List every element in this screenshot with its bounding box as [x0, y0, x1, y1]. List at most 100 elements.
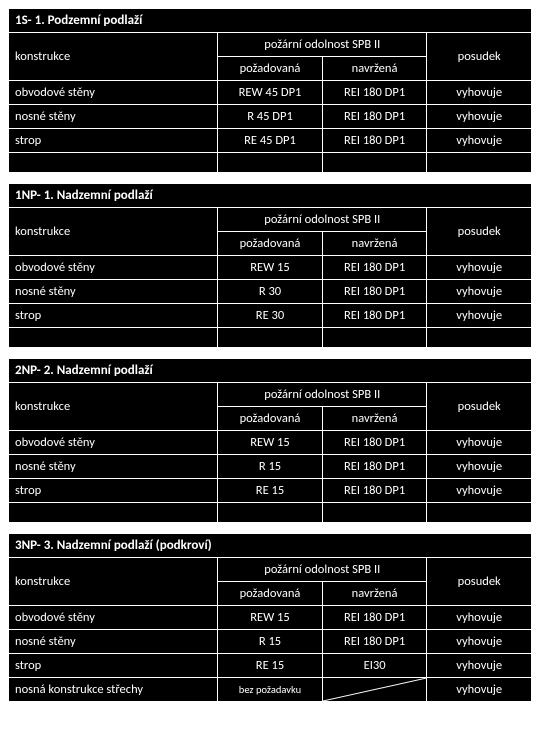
empty-row	[9, 503, 532, 523]
cell-posudek: vyhovuje	[427, 678, 532, 702]
table-row: nosné stěnyR 45 DP1REI 180 DP1vyhovuje	[9, 105, 532, 129]
cell-konstrukce: strop	[9, 129, 218, 153]
empty-cell	[218, 328, 323, 348]
table-row: nosné stěnyR 30REI 180 DP1vyhovuje	[9, 280, 532, 304]
cell-navrzena	[322, 678, 427, 702]
cell-konstrukce: nosné stěny	[9, 455, 218, 479]
cell-posudek: vyhovuje	[427, 280, 532, 304]
cell-posudek: vyhovuje	[427, 455, 532, 479]
section-1: 1NP- 1. Nadzemní podlažíkonstrukcepožárn…	[8, 183, 532, 348]
cell-pozadovana: RE 45 DP1	[218, 129, 323, 153]
table-row: obvodové stěnyREW 15REI 180 DP1vyhovuje	[9, 256, 532, 280]
cell-pozadovana: REW 45 DP1	[218, 81, 323, 105]
cell-pozadovana: REW 15	[218, 606, 323, 630]
header-konstrukce: konstrukce	[9, 33, 218, 81]
cell-navrzena: REI 180 DP1	[322, 304, 427, 328]
cell-konstrukce: nosné stěny	[9, 630, 218, 654]
cell-navrzena: REI 180 DP1	[322, 105, 427, 129]
header-pozarni: požární odolnost SPB II	[218, 558, 427, 582]
header-konstrukce: konstrukce	[9, 383, 218, 431]
empty-cell	[322, 328, 427, 348]
empty-cell	[427, 153, 532, 173]
header-navrzena: navržená	[322, 232, 427, 256]
empty-cell	[427, 328, 532, 348]
header-row-1: konstrukcepožární odolnost SPB IIposudek	[9, 33, 532, 57]
cell-navrzena: REI 180 DP1	[322, 431, 427, 455]
empty-cell	[427, 503, 532, 523]
fire-resistance-table: 1S- 1. Podzemní podlažíkonstrukcepožární…	[8, 8, 532, 173]
cell-pozadovana: REW 15	[218, 431, 323, 455]
empty-cell	[218, 503, 323, 523]
section-title: 1NP- 1. Nadzemní podlaží	[9, 184, 532, 208]
section-title-row: 3NP- 3. Nadzemní podlaží (podkroví)	[9, 534, 532, 558]
header-pozarni: požární odolnost SPB II	[218, 33, 427, 57]
header-navrzena: navržená	[322, 57, 427, 81]
cell-posudek: vyhovuje	[427, 654, 532, 678]
header-navrzena: navržená	[322, 582, 427, 606]
cell-navrzena: REI 180 DP1	[322, 606, 427, 630]
cell-pozadovana: R 30	[218, 280, 323, 304]
cell-pozadovana: REW 15	[218, 256, 323, 280]
table-row: obvodové stěnyREW 45 DP1REI 180 DP1vyhov…	[9, 81, 532, 105]
fire-resistance-table: 1NP- 1. Nadzemní podlažíkonstrukcepožárn…	[8, 183, 532, 348]
section-title: 2NP- 2. Nadzemní podlaží	[9, 359, 532, 383]
cell-navrzena: REI 180 DP1	[322, 256, 427, 280]
empty-cell	[9, 503, 218, 523]
header-posudek: posudek	[427, 33, 532, 81]
cell-pozadovana: R 45 DP1	[218, 105, 323, 129]
cell-konstrukce: obvodové stěny	[9, 81, 218, 105]
cell-posudek: vyhovuje	[427, 630, 532, 654]
empty-cell	[322, 503, 427, 523]
empty-row	[9, 328, 532, 348]
cell-posudek: vyhovuje	[427, 256, 532, 280]
table-row: nosné stěnyR 15REI 180 DP1vyhovuje	[9, 630, 532, 654]
header-konstrukce: konstrukce	[9, 208, 218, 256]
cell-konstrukce: obvodové stěny	[9, 606, 218, 630]
table-row: obvodové stěnyREW 15REI 180 DP1vyhovuje	[9, 606, 532, 630]
section-title-row: 2NP- 2. Nadzemní podlaží	[9, 359, 532, 383]
cell-navrzena: REI 180 DP1	[322, 630, 427, 654]
header-row-1: konstrukcepožární odolnost SPB IIposudek	[9, 383, 532, 407]
cell-konstrukce: nosné stěny	[9, 280, 218, 304]
cell-konstrukce: nosné stěny	[9, 105, 218, 129]
cell-navrzena: REI 180 DP1	[322, 479, 427, 503]
header-pozadovana: požadovaná	[218, 407, 323, 431]
section-title: 3NP- 3. Nadzemní podlaží (podkroví)	[9, 534, 532, 558]
cell-posudek: vyhovuje	[427, 81, 532, 105]
table-row: stropRE 15REI 180 DP1vyhovuje	[9, 479, 532, 503]
section-2: 2NP- 2. Nadzemní podlažíkonstrukcepožárn…	[8, 358, 532, 523]
empty-cell	[9, 328, 218, 348]
cell-navrzena: EI30	[322, 654, 427, 678]
cell-navrzena: REI 180 DP1	[322, 81, 427, 105]
header-row-1: konstrukcepožární odolnost SPB IIposudek	[9, 208, 532, 232]
cell-posudek: vyhovuje	[427, 304, 532, 328]
cell-posudek: vyhovuje	[427, 606, 532, 630]
section-0: 1S- 1. Podzemní podlažíkonstrukcepožární…	[8, 8, 532, 173]
cell-konstrukce: nosná konstrukce střechy	[9, 678, 218, 702]
header-posudek: posudek	[427, 383, 532, 431]
cell-konstrukce: strop	[9, 479, 218, 503]
cell-posudek: vyhovuje	[427, 129, 532, 153]
cell-pozadovana: R 15	[218, 630, 323, 654]
section-title-row: 1NP- 1. Nadzemní podlaží	[9, 184, 532, 208]
cell-konstrukce: obvodové stěny	[9, 431, 218, 455]
header-posudek: posudek	[427, 208, 532, 256]
empty-cell	[9, 153, 218, 173]
empty-cell	[322, 153, 427, 173]
cell-konstrukce: obvodové stěny	[9, 256, 218, 280]
empty-row	[9, 153, 532, 173]
table-row: stropRE 45 DP1REI 180 DP1vyhovuje	[9, 129, 532, 153]
cell-navrzena: REI 180 DP1	[322, 455, 427, 479]
header-pozadovana: požadovaná	[218, 582, 323, 606]
header-row-1: konstrukcepožární odolnost SPB IIposudek	[9, 558, 532, 582]
section-3: 3NP- 3. Nadzemní podlaží (podkroví)konst…	[8, 533, 532, 702]
cell-konstrukce: strop	[9, 304, 218, 328]
table-row: stropRE 30REI 180 DP1vyhovuje	[9, 304, 532, 328]
cell-navrzena: REI 180 DP1	[322, 129, 427, 153]
section-title-row: 1S- 1. Podzemní podlaží	[9, 9, 532, 33]
cell-posudek: vyhovuje	[427, 431, 532, 455]
cell-konstrukce: strop	[9, 654, 218, 678]
empty-cell	[218, 153, 323, 173]
cell-pozadovana: bez požadavku	[218, 678, 323, 702]
table-row: stropRE 15EI30vyhovuje	[9, 654, 532, 678]
